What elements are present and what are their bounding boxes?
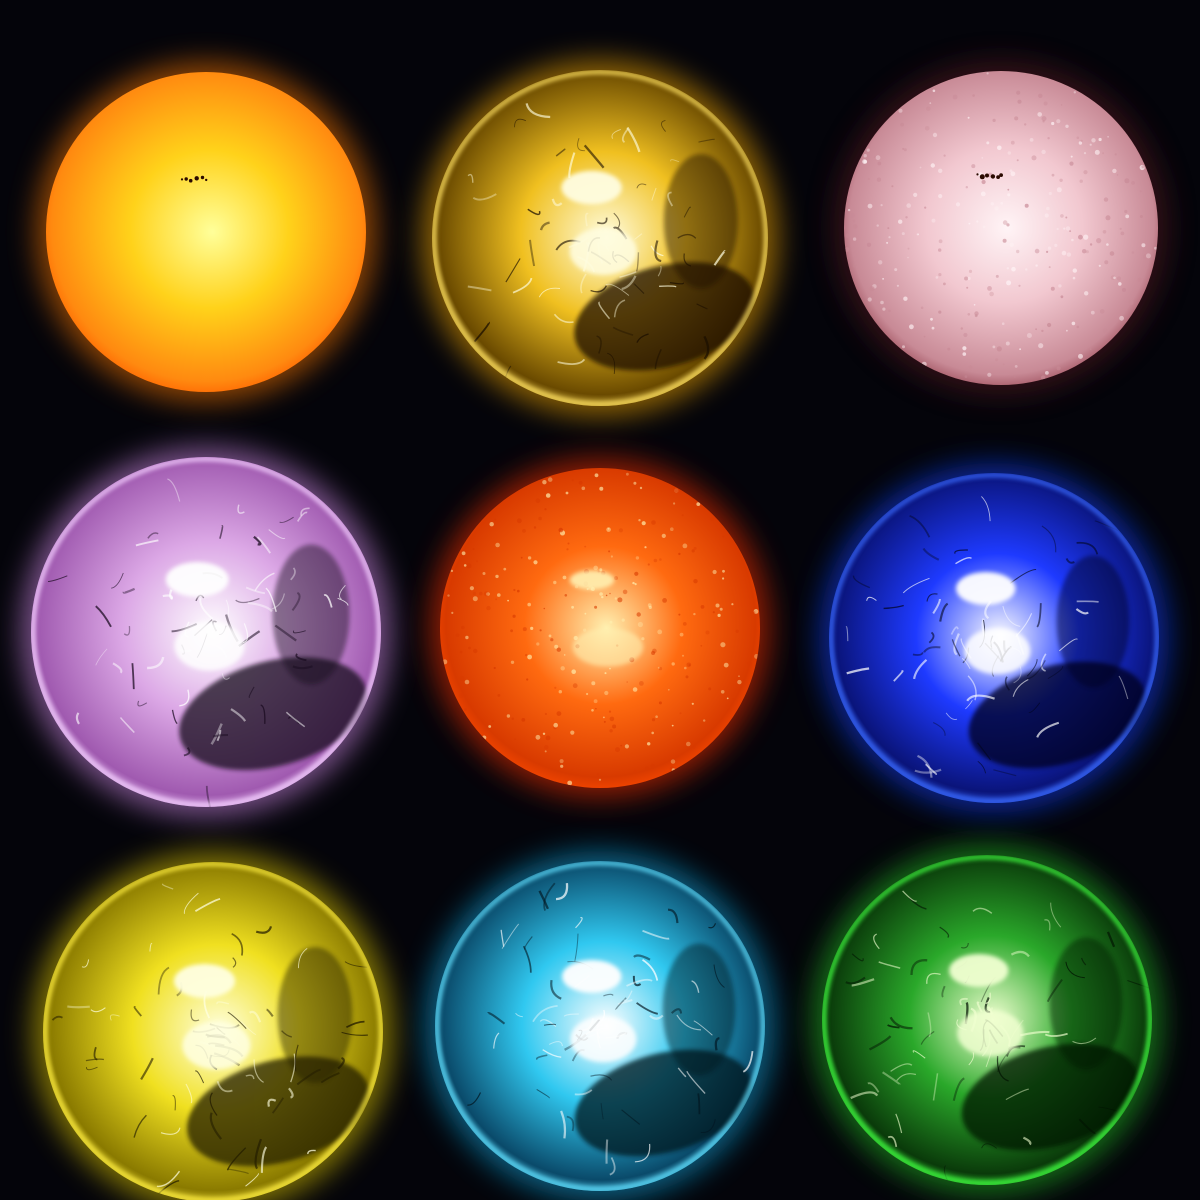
- sunspot: [976, 173, 979, 176]
- sunspot: [979, 174, 985, 180]
- sun-blue: [819, 463, 1169, 813]
- solar-disk: [844, 71, 1158, 385]
- sunspot: [180, 178, 184, 181]
- sun-orange-yellow: [36, 62, 376, 402]
- solar-disk: [46, 72, 366, 392]
- surface-texture: [829, 473, 1159, 803]
- sunspot: [985, 173, 989, 178]
- sunspot: [205, 178, 208, 182]
- sun-red-orange: [430, 458, 770, 798]
- sunspot: [194, 176, 199, 181]
- sun-green: [812, 845, 1162, 1195]
- surface-texture: [442, 468, 759, 786]
- sunspot: [996, 175, 1000, 180]
- sunspot: [184, 177, 188, 181]
- sun-cyan: [425, 851, 775, 1200]
- sunspot: [188, 178, 193, 183]
- surface-texture: [432, 70, 768, 406]
- sun-purple: [21, 447, 391, 817]
- sun-gold: [422, 60, 778, 416]
- surface-texture: [31, 457, 381, 807]
- surface-texture: [844, 72, 1157, 381]
- surface-texture: [822, 855, 1152, 1185]
- sunspot: [999, 173, 1003, 178]
- surface-texture: [435, 861, 765, 1191]
- solar-disk: [440, 468, 760, 788]
- sunspot: [990, 174, 996, 179]
- surface-texture: [43, 862, 383, 1200]
- sunspot: [200, 175, 205, 180]
- sun-yellow: [33, 852, 393, 1200]
- sun-pink: [834, 61, 1168, 395]
